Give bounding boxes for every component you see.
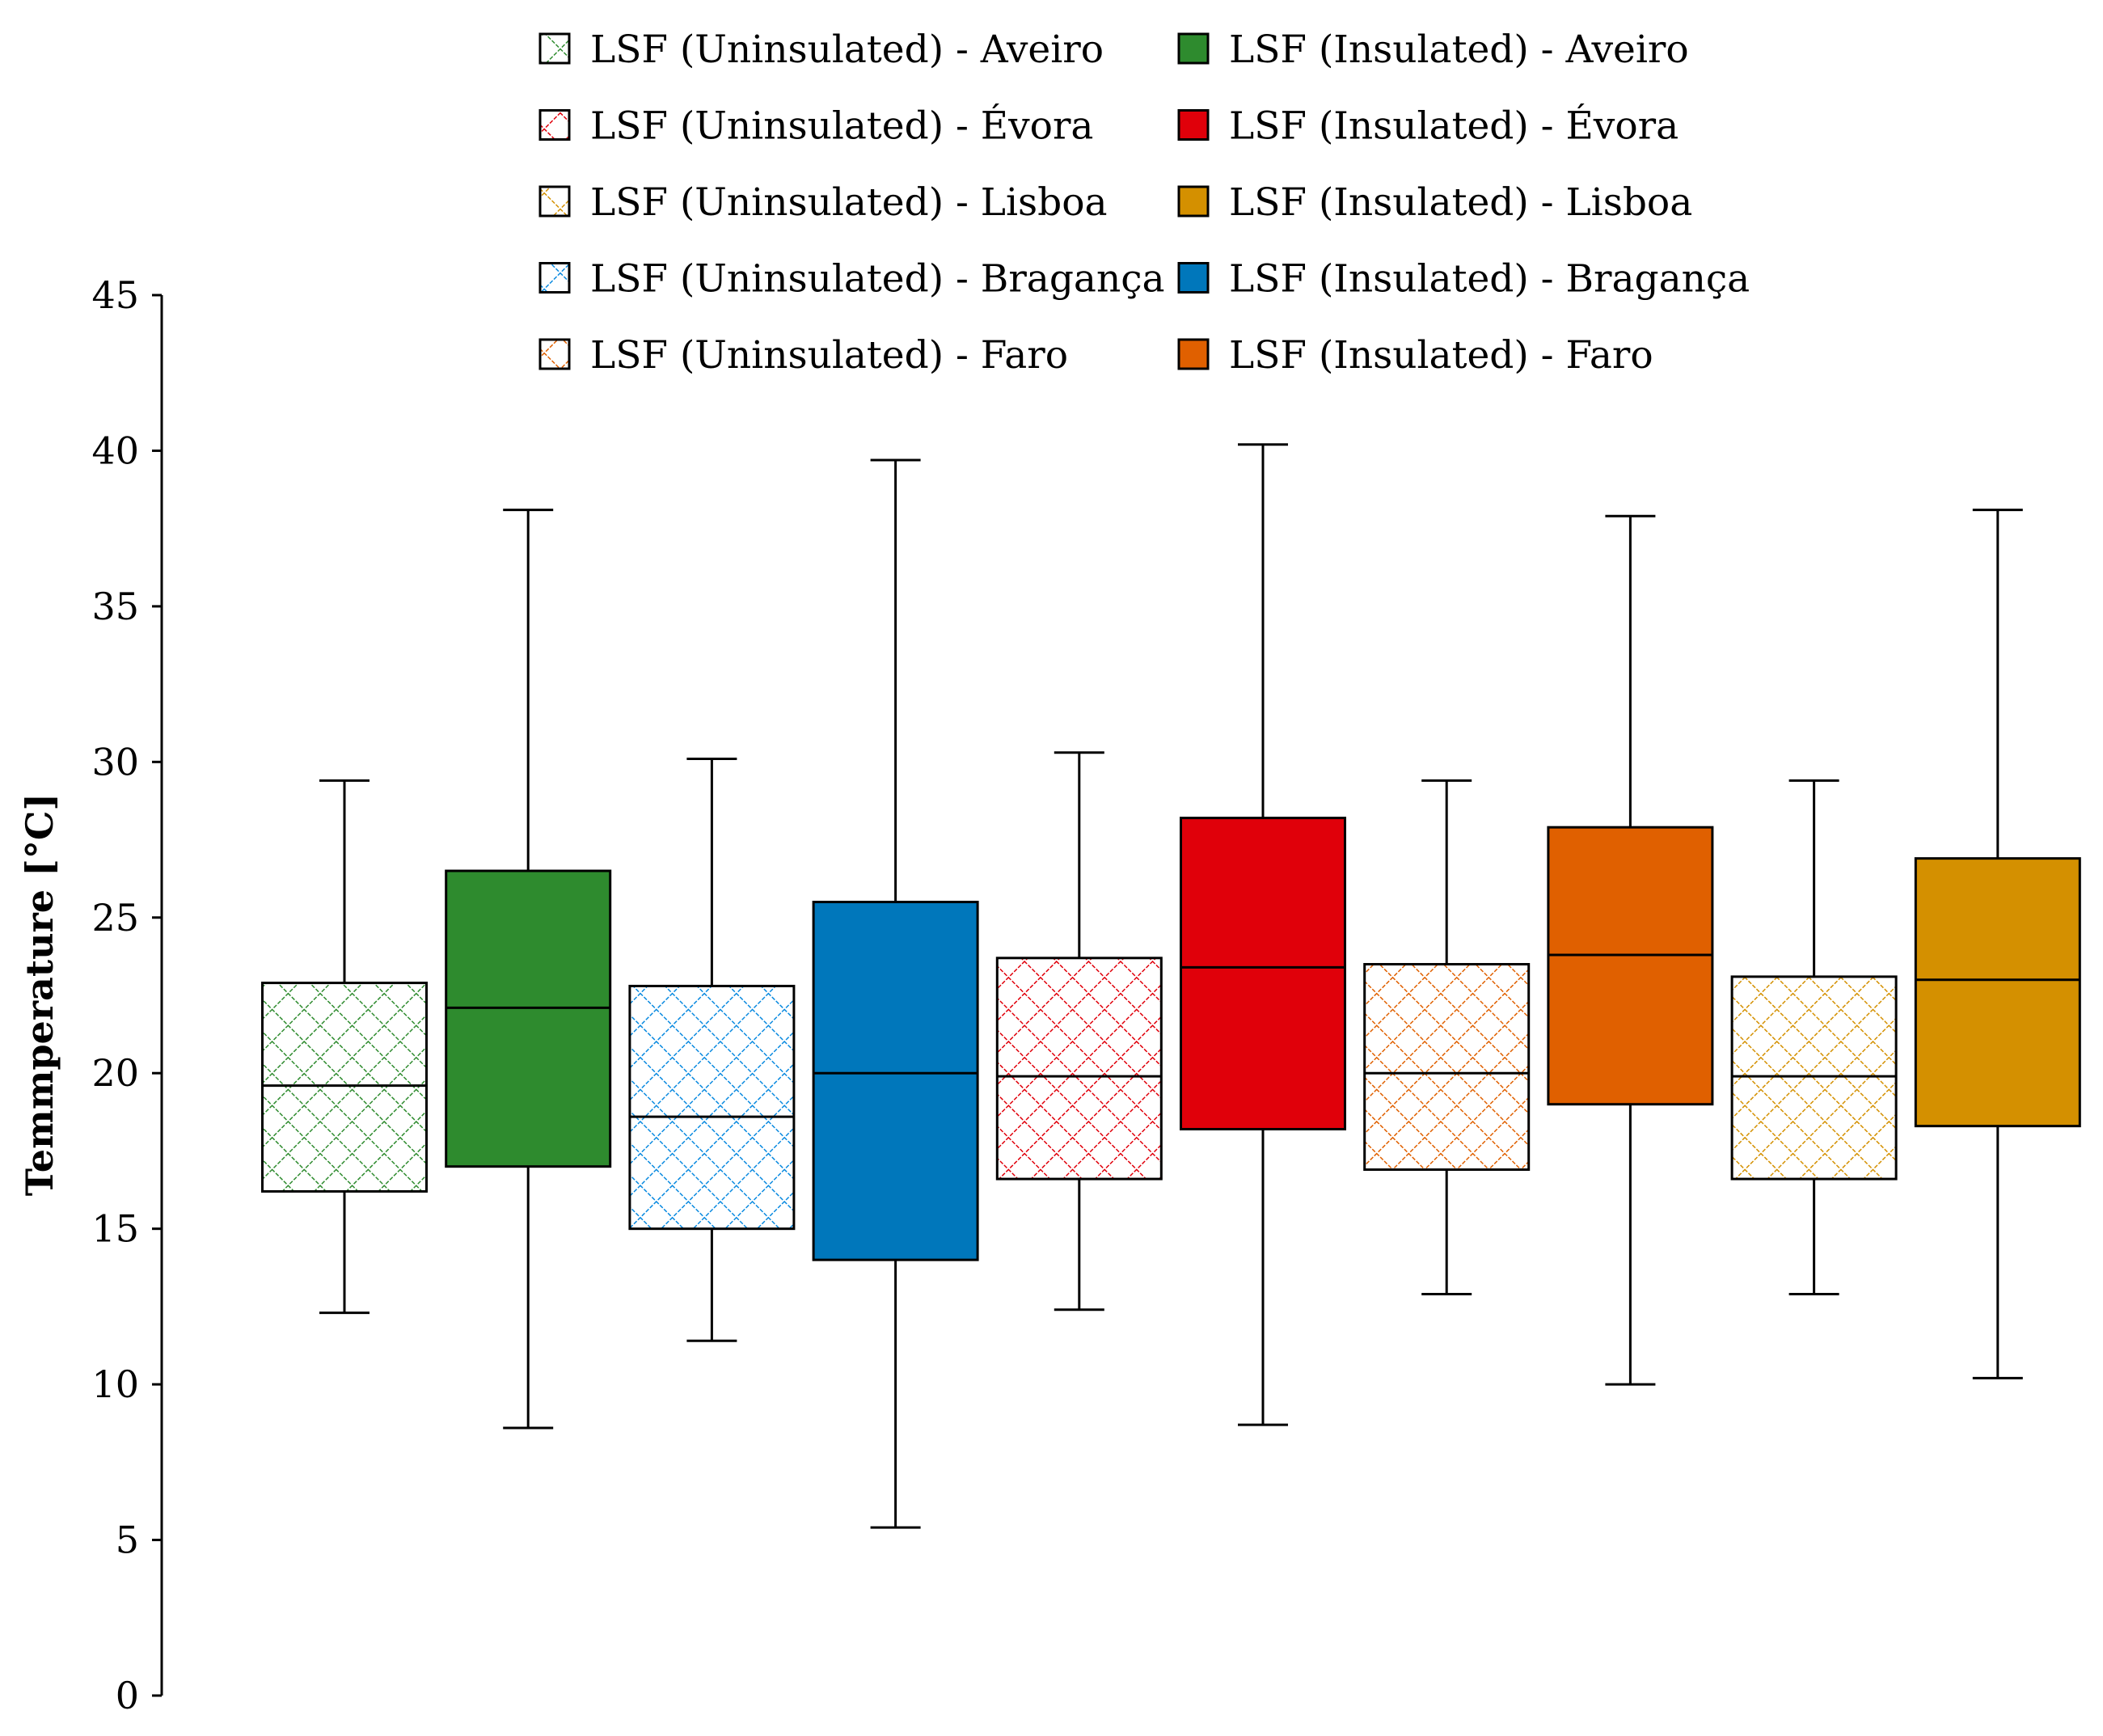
legend-label: LSF (Insulated) - Aveiro [1229, 27, 1689, 72]
legend-swatch [1177, 262, 1210, 294]
legend-item: LSF (Uninsulated) - Lisboa [538, 180, 1108, 225]
legend-label: LSF (Insulated) - Lisboa [1229, 180, 1692, 225]
legend-swatch [538, 185, 571, 218]
box-group [1730, 779, 1898, 1295]
legend-label: LSF (Insulated) - Faro [1229, 333, 1653, 378]
y-tick-label: 10 [91, 1362, 139, 1406]
box-group [812, 458, 979, 1529]
box-group [1547, 514, 1714, 1386]
legend: LSF (Uninsulated) - Aveiro LSF (Insulated… [538, 27, 1750, 378]
legend-label: LSF (Uninsulated) - Évora [590, 103, 1093, 149]
y-tick-label: 35 [91, 585, 139, 628]
legend-item: LSF (Uninsulated) - Aveiro [538, 27, 1104, 72]
legend-swatch [538, 109, 571, 141]
box [261, 982, 428, 1193]
legend-swatch [1177, 338, 1210, 370]
boxes [261, 443, 2081, 1529]
box-group [628, 757, 796, 1342]
box [995, 957, 1163, 1181]
legend-item: LSF (Insulated) - Bragança [1177, 257, 1750, 302]
legend-item: LSF (Insulated) - Aveiro [1177, 27, 1689, 72]
box [1914, 857, 2081, 1128]
legend-swatch [1177, 185, 1210, 218]
y-tick-label: 25 [91, 896, 139, 940]
legend-label: LSF (Uninsulated) - Bragança [590, 257, 1165, 302]
box [445, 869, 612, 1168]
legend-swatch [538, 338, 571, 370]
y-tick-label: 30 [91, 740, 139, 784]
legend-item: LSF (Uninsulated) - Évora [538, 103, 1093, 149]
box [812, 901, 979, 1261]
legend-item: LSF (Uninsulated) - Bragança [538, 257, 1165, 302]
box-group [445, 509, 612, 1430]
legend-label: LSF (Uninsulated) - Aveiro [590, 27, 1104, 72]
legend-label: LSF (Insulated) - Bragança [1229, 257, 1750, 302]
legend-item: LSF (Uninsulated) - Faro [538, 333, 1068, 378]
y-tick-label: 15 [91, 1207, 139, 1251]
y-tick-label: 20 [91, 1051, 139, 1095]
box-group [261, 779, 428, 1315]
legend-label: LSF (Uninsulated) - Lisboa [590, 180, 1108, 225]
box-group [1914, 509, 2081, 1379]
y-tick-label: 5 [116, 1518, 139, 1562]
box [1730, 975, 1898, 1181]
y-tick-label: 45 [91, 273, 139, 317]
y-axis-title: Temmperature [°C] [18, 793, 61, 1196]
y-tick-label: 40 [91, 429, 139, 472]
box [1547, 826, 1714, 1106]
box [1180, 817, 1346, 1131]
legend-swatch [538, 32, 571, 65]
legend-label: LSF (Uninsulated) - Faro [590, 333, 1068, 378]
legend-label: LSF (Insulated) - Évora [1229, 103, 1679, 149]
box-group [1363, 779, 1531, 1295]
box-group [995, 751, 1163, 1312]
box [628, 984, 796, 1231]
box [1363, 963, 1531, 1172]
legend-item: LSF (Insulated) - Lisboa [1177, 180, 1692, 225]
legend-item: LSF (Insulated) - Évora [1177, 103, 1679, 149]
legend-swatch [1177, 32, 1210, 65]
box-group [1180, 443, 1346, 1426]
legend-swatch [1177, 109, 1210, 141]
legend-swatch [538, 262, 571, 294]
y-tick-label: 0 [116, 1674, 139, 1717]
legend-item: LSF (Insulated) - Faro [1177, 333, 1653, 378]
y-axis: 0 5 10 15 20 25 30 35 40 45 [91, 273, 163, 1717]
